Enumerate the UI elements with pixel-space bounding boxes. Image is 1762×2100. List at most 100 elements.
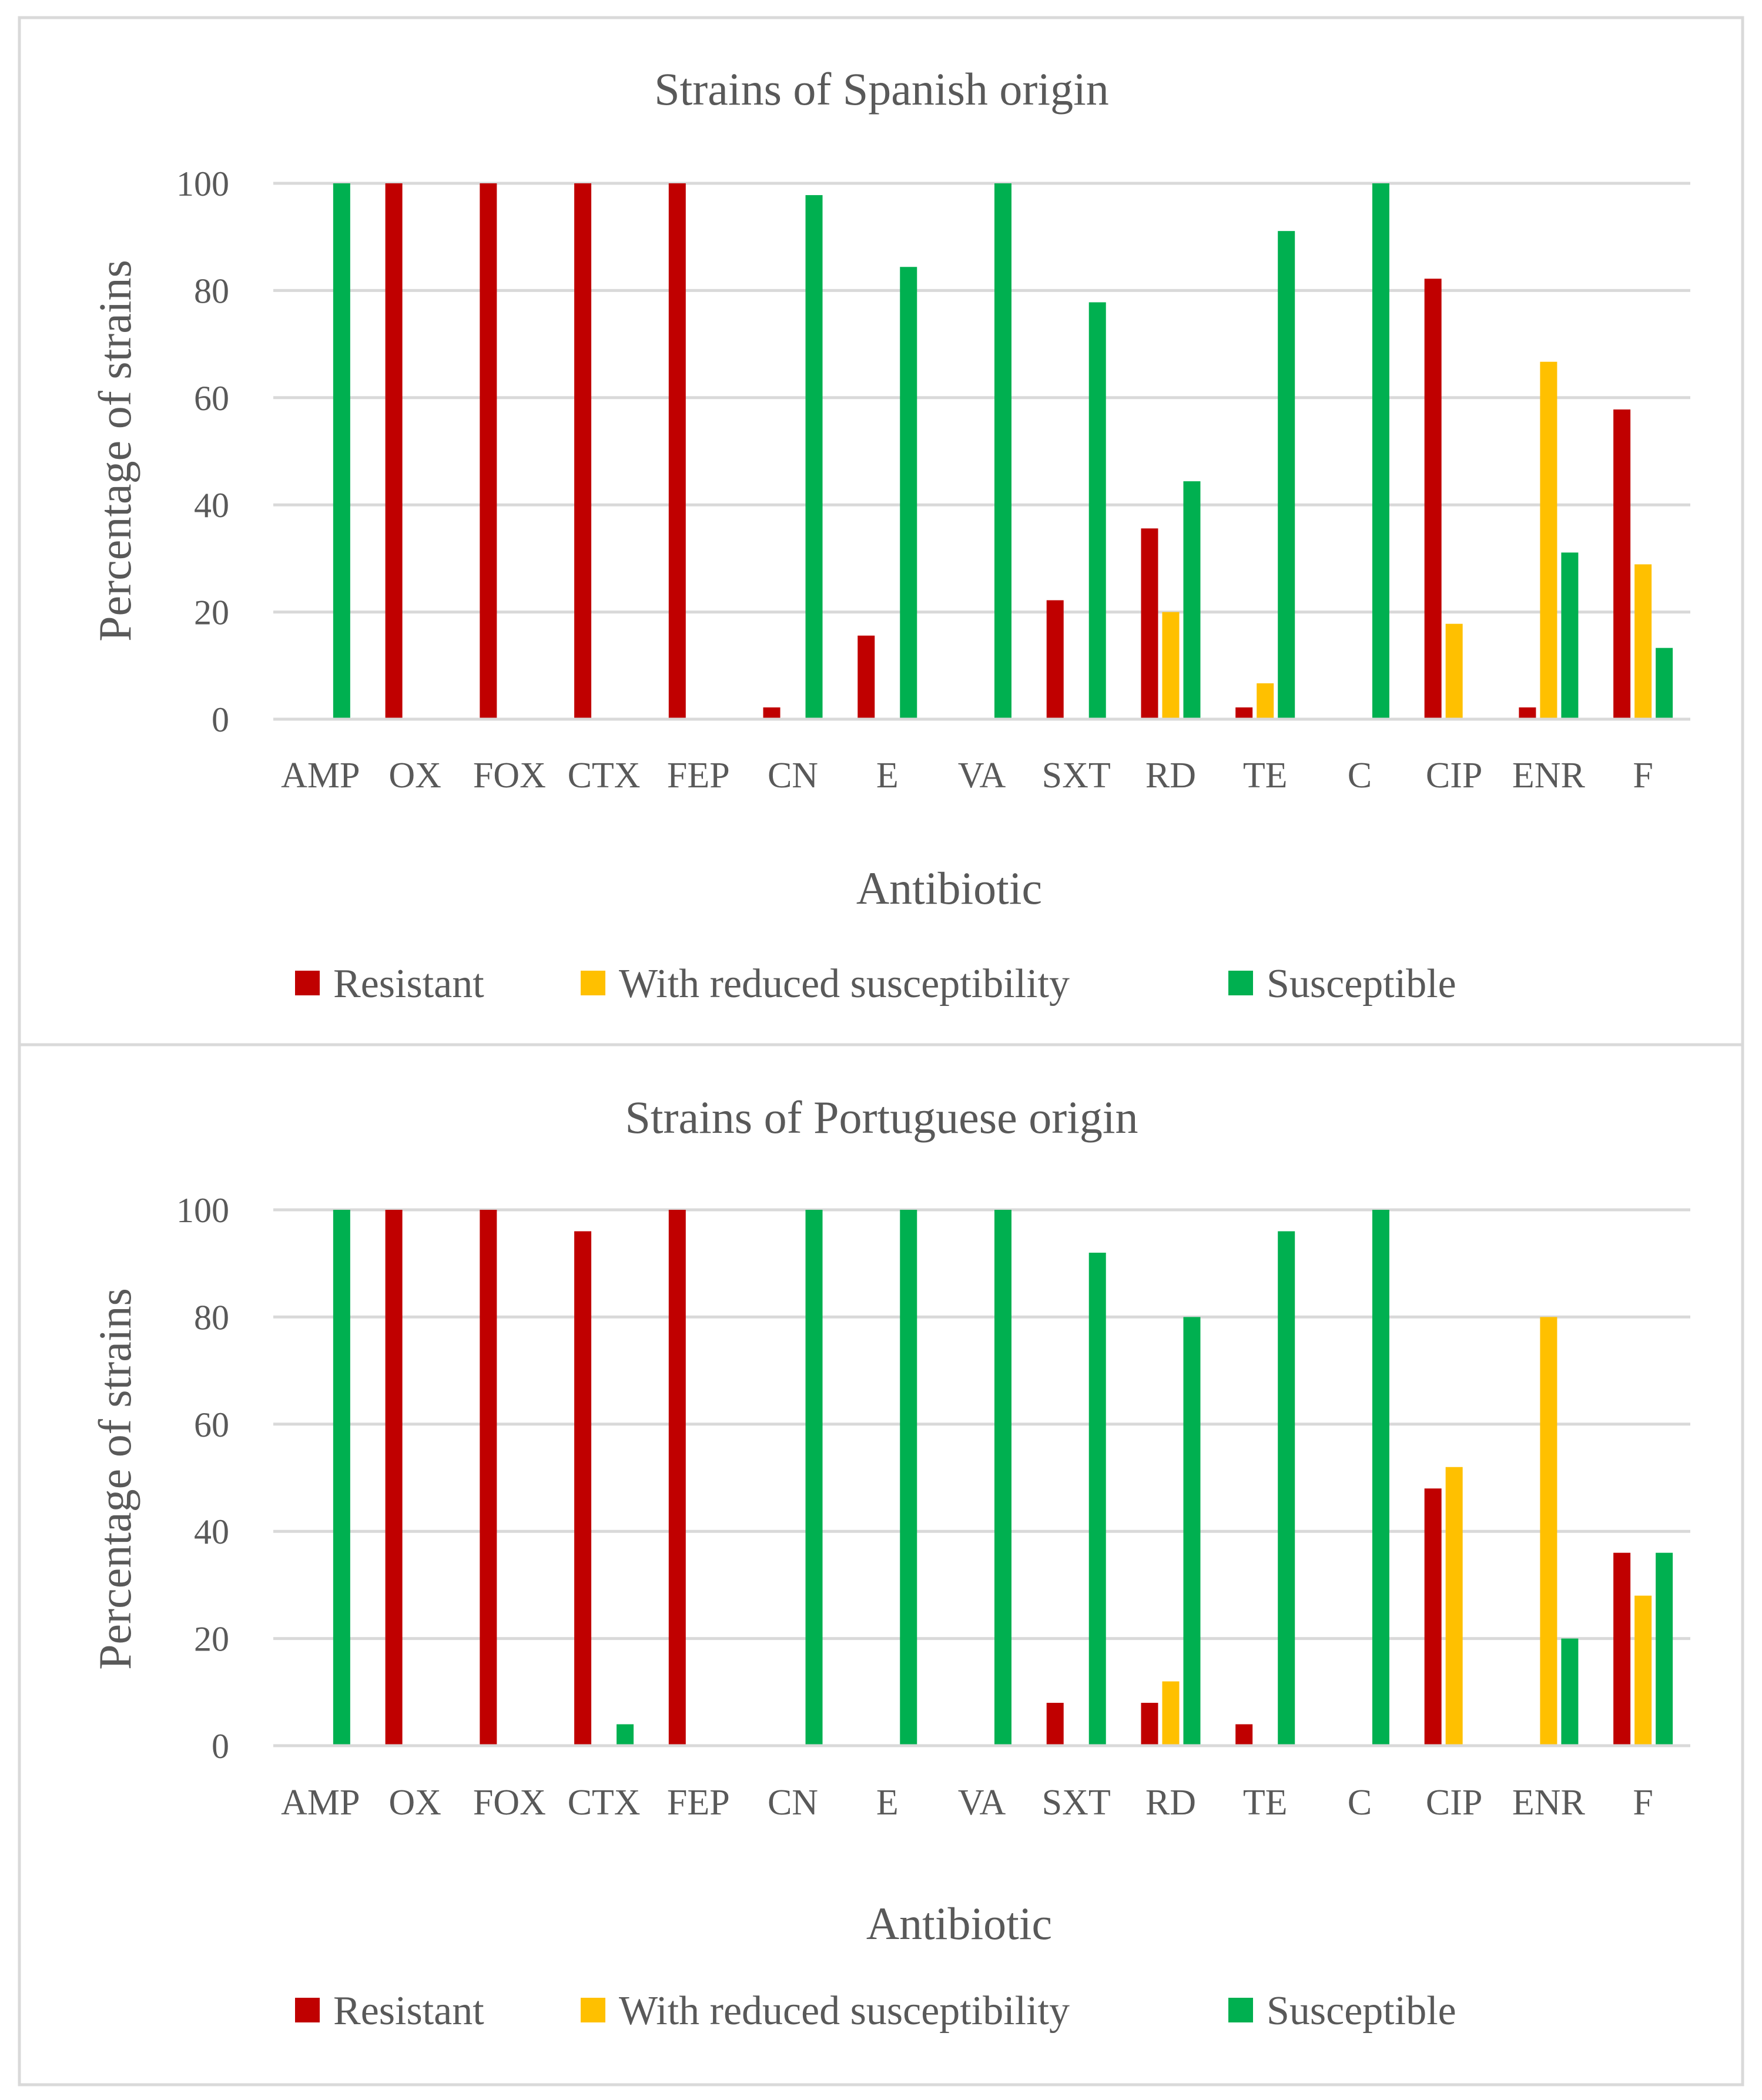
x-tick-label: AMP	[281, 1783, 360, 1823]
bar-ctx-resistant	[574, 1231, 592, 1746]
bar-va-susceptible	[994, 183, 1011, 719]
x-tick-label: CTX	[568, 1783, 641, 1823]
bar-ctx-resistant	[574, 183, 592, 719]
y-tick-label: 100	[176, 1191, 229, 1230]
x-tick-label: RD	[1145, 1783, 1196, 1823]
legend-swatch-susceptible	[1228, 1998, 1253, 2022]
x-tick-label: RD	[1145, 756, 1196, 796]
y-tick-label: 100	[176, 165, 229, 203]
legend-label-reduced: With reduced susceptibility	[619, 961, 1070, 1007]
y-tick-label: 20	[194, 593, 229, 632]
legend-spanish: Resistant With reduced susceptibility Su…	[295, 961, 1456, 1007]
legend-label-resistant: Resistant	[333, 1988, 484, 2034]
x-tick-label: E	[876, 1783, 899, 1823]
legend-swatch-reduced	[581, 1998, 605, 2022]
y-tick-label: 0	[212, 1727, 229, 1766]
x-tick-label: TE	[1243, 756, 1288, 796]
x-tick-label: SXT	[1042, 1783, 1111, 1823]
bar-rd-susceptible	[1183, 481, 1201, 719]
bar-rd-resistant	[1141, 1703, 1158, 1746]
bar-f-resistant	[1613, 1552, 1631, 1746]
bar-e-susceptible	[900, 267, 917, 720]
bar-te-susceptible	[1278, 231, 1295, 720]
x-tick-label: FOX	[473, 756, 546, 796]
x-tick-label: ENR	[1512, 1783, 1586, 1823]
bar-fox-resistant	[480, 183, 497, 719]
bar-rd-resistant	[1141, 528, 1158, 719]
bar-e-susceptible	[900, 1210, 917, 1746]
y-tick-label: 80	[194, 271, 229, 310]
bar-rd-susceptible	[1183, 1317, 1201, 1746]
legend-label-susceptible: Susceptible	[1267, 961, 1456, 1007]
bar-cip-resistant	[1424, 279, 1442, 719]
y-tick-label: 60	[194, 1405, 229, 1444]
bar-enr-susceptible	[1561, 1638, 1579, 1746]
x-tick-label: F	[1633, 1783, 1653, 1823]
bar-enr-with-reduced-susceptibility	[1540, 361, 1557, 719]
bar-cn-resistant	[763, 707, 780, 719]
bar-rd-with-reduced-susceptibility	[1162, 1681, 1180, 1746]
bar-enr-susceptible	[1561, 552, 1579, 719]
x-tick-label: FEP	[667, 756, 730, 796]
x-tick-label: CN	[768, 1783, 818, 1823]
x-tick-label: F	[1633, 756, 1653, 796]
chart-title-spanish: Strains of Spanish origin	[654, 63, 1109, 115]
bar-cn-susceptible	[805, 1210, 823, 1746]
bar-cip-with-reduced-susceptibility	[1445, 1467, 1463, 1746]
y-tick-label: 60	[194, 379, 229, 418]
bar-cn-susceptible	[805, 195, 823, 720]
bar-ox-resistant	[385, 1210, 403, 1746]
chart-panel-spanish: Strains of Spanish origin 0 20 40 60 80 100 A…	[89, 63, 1690, 1007]
figure-border	[18, 16, 1744, 2086]
x-tick-label: SXT	[1042, 756, 1111, 796]
legend-swatch-resistant	[295, 1998, 320, 2022]
bar-ox-resistant	[385, 183, 403, 719]
bar-fep-resistant	[668, 183, 686, 719]
bar-sxt-susceptible	[1088, 1252, 1106, 1746]
x-tick-label: CIP	[1426, 1783, 1482, 1823]
bar-va-susceptible	[994, 1210, 1011, 1746]
x-tick-label: CTX	[568, 756, 641, 796]
x-axis-ticks-spanish: AMP OX FOX CTX FEP CN E VA SXT RD TE C CIP ENR F	[281, 756, 1653, 796]
bar-te-with-reduced-susceptibility	[1257, 683, 1274, 719]
bar-rd-with-reduced-susceptibility	[1162, 612, 1180, 719]
y-tick-label: 20	[194, 1620, 229, 1659]
bar-amp-susceptible	[333, 1210, 350, 1746]
x-tick-label: CIP	[1426, 756, 1482, 796]
y-tick-label: 80	[194, 1298, 229, 1337]
bars-spanish	[333, 183, 1673, 720]
legend-swatch-susceptible	[1228, 971, 1253, 995]
legend-label-resistant: Resistant	[333, 961, 484, 1007]
bar-e-resistant	[857, 635, 875, 719]
bar-f-resistant	[1613, 409, 1631, 719]
x-tick-label: FOX	[473, 1783, 546, 1823]
x-tick-label: OX	[388, 1783, 441, 1823]
y-axis-label-portuguese: Percentage of strains	[89, 1288, 140, 1670]
x-tick-label: TE	[1243, 1783, 1288, 1823]
y-tick-label: 40	[194, 1512, 229, 1551]
y-tick-label: 40	[194, 486, 229, 525]
y-axis-ticks-portuguese: 0 20 40 60 80 100	[176, 1191, 229, 1766]
x-tick-label: ENR	[1512, 756, 1586, 796]
chart-title-portuguese: Strains of Portuguese origin	[625, 1092, 1138, 1143]
x-axis-label-portuguese: Antibiotic	[866, 1898, 1052, 1949]
bar-sxt-resistant	[1046, 1703, 1064, 1746]
gridlines-spanish	[273, 182, 1690, 614]
x-tick-label: OX	[388, 756, 441, 796]
bar-f-with-reduced-susceptibility	[1634, 1595, 1652, 1746]
x-tick-label: FEP	[667, 1783, 730, 1823]
x-tick-label: C	[1348, 756, 1372, 796]
bar-f-susceptible	[1656, 648, 1673, 719]
bar-sxt-susceptible	[1088, 302, 1106, 719]
bar-cip-with-reduced-susceptibility	[1445, 623, 1463, 719]
bars-portuguese	[333, 1210, 1673, 1746]
x-tick-label: VA	[958, 756, 1006, 796]
x-tick-label: CN	[768, 756, 818, 796]
bar-te-susceptible	[1278, 1231, 1295, 1746]
bar-c-susceptible	[1372, 183, 1389, 719]
y-tick-label: 0	[212, 700, 229, 739]
x-axis-label-spanish: Antibiotic	[856, 863, 1042, 914]
legend-label-reduced: With reduced susceptibility	[619, 1988, 1070, 2034]
bar-te-resistant	[1235, 707, 1253, 719]
bar-cip-resistant	[1424, 1488, 1442, 1746]
